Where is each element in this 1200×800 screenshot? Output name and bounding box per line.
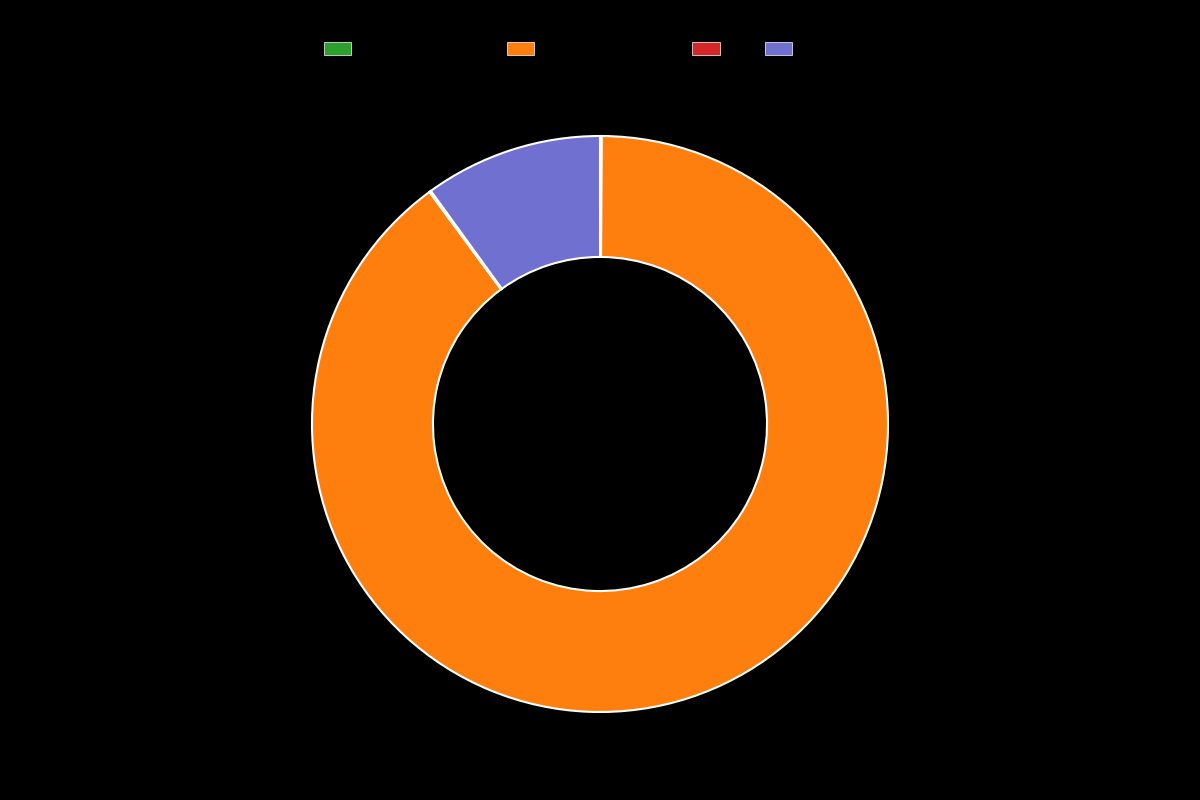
Wedge shape [600, 136, 602, 257]
Wedge shape [312, 136, 888, 712]
Wedge shape [431, 136, 600, 289]
Wedge shape [430, 191, 502, 290]
Legend: Child Psychology, Sport Psychology, EP, EP (other): Child Psychology, Sport Psychology, EP, … [318, 36, 882, 63]
